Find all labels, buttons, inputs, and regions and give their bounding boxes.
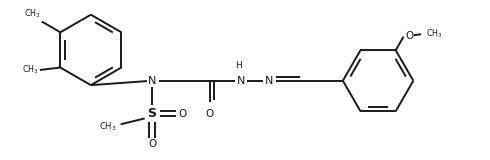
Text: N: N [237, 76, 245, 86]
Text: O: O [406, 31, 414, 41]
Text: CH$_3$: CH$_3$ [426, 28, 443, 40]
Text: S: S [147, 107, 156, 120]
Text: CH$_3$: CH$_3$ [24, 8, 41, 20]
Text: O: O [148, 139, 156, 149]
Text: O: O [206, 109, 214, 119]
Text: H: H [235, 61, 242, 70]
Text: CH$_3$: CH$_3$ [99, 120, 117, 133]
Text: CH$_3$: CH$_3$ [22, 64, 39, 76]
Text: N: N [148, 76, 156, 86]
Text: N: N [265, 76, 273, 86]
Text: O: O [178, 108, 187, 119]
